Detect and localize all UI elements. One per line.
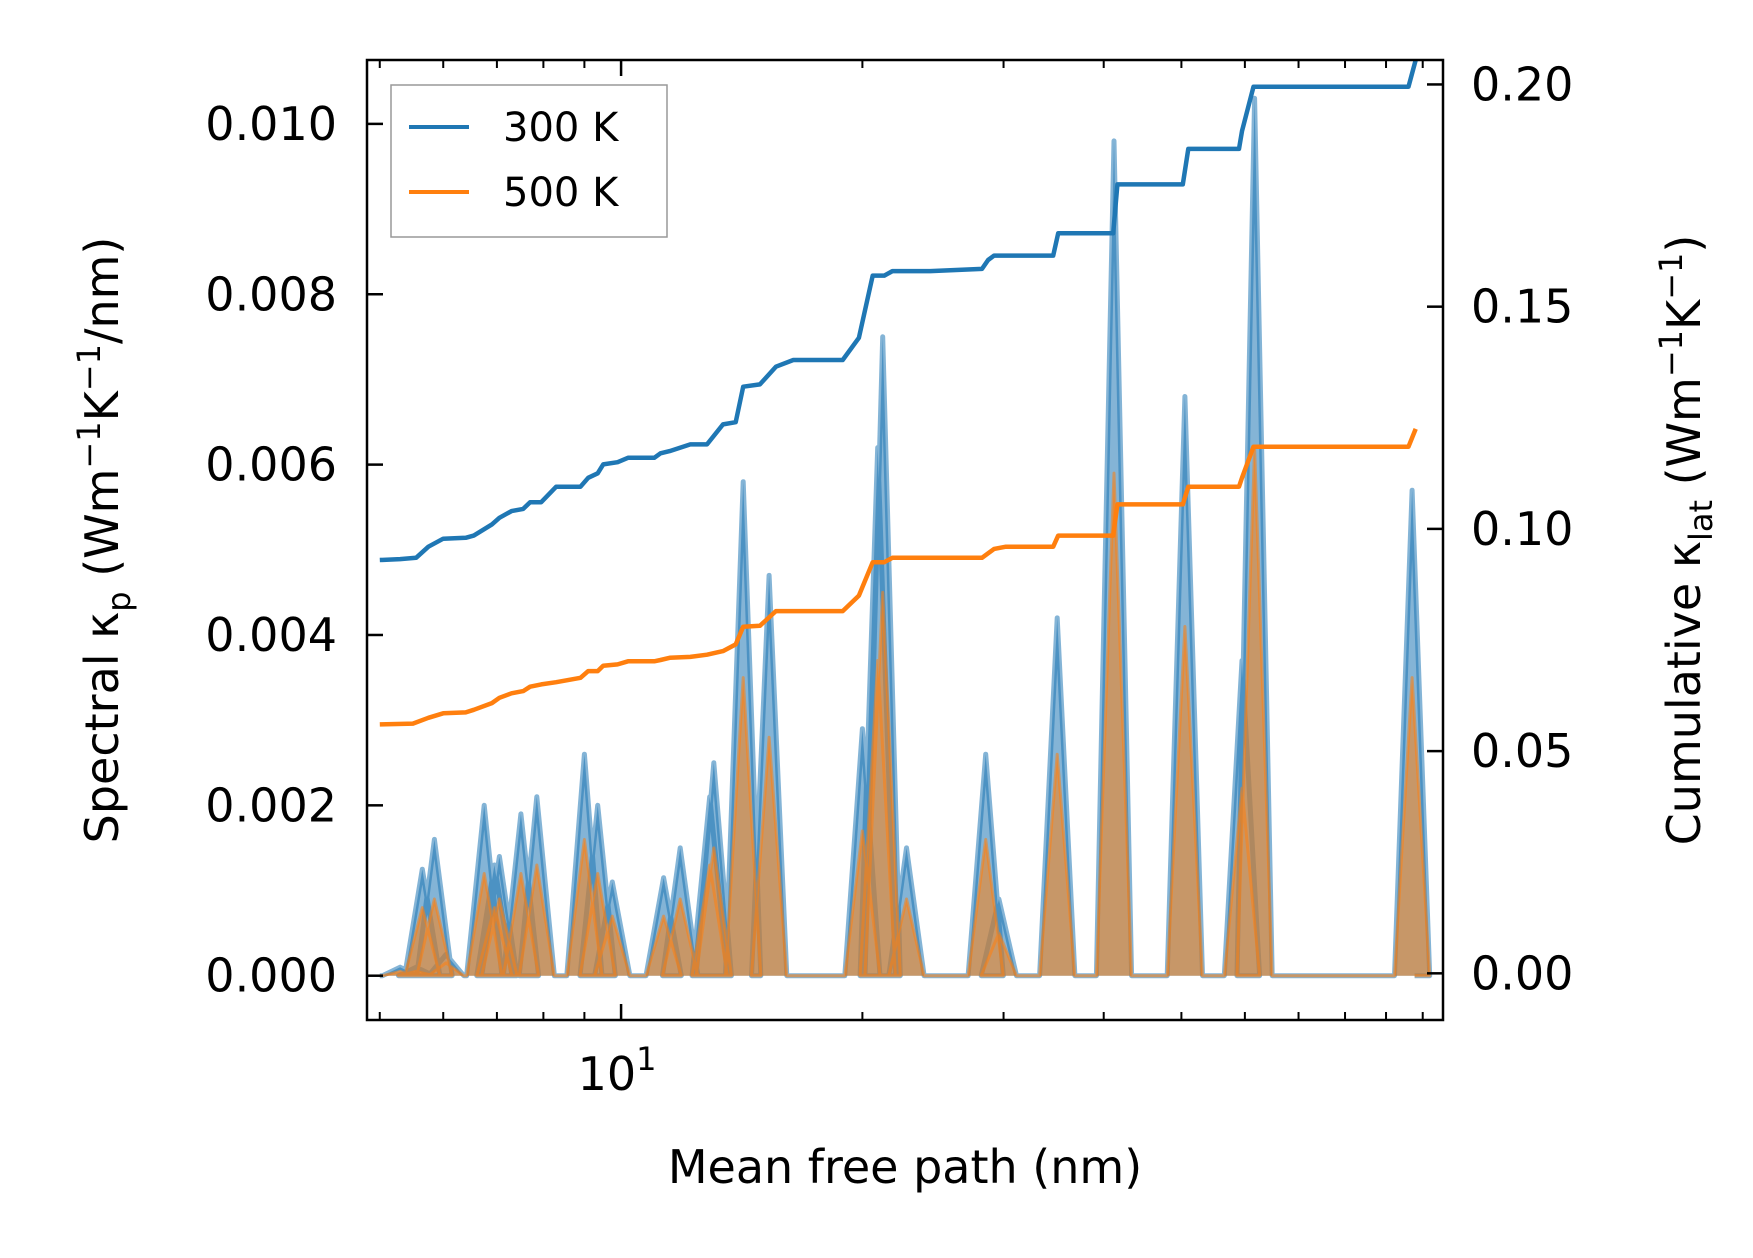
spectral-line-500k (379, 446, 1432, 978)
legend-frame (390, 84, 668, 238)
plot-frame (365, 58, 1445, 1022)
y-axis-label-right: Cumulative κlat (Wm−1K−1) (1652, 235, 1720, 846)
y-left-tick-label: 0.006 (205, 438, 337, 492)
y-right-tick-label: 0.15 (1471, 280, 1573, 334)
y-axis-label-left: Spectral κp (Wm−1K−1/nm) (70, 237, 138, 844)
y-left-tick-label: 0.004 (205, 608, 337, 662)
y-left-tick-label: 0.000 (205, 949, 337, 1003)
cumulative-line-500k (379, 428, 1418, 727)
legend: 300 K 500 K (390, 84, 668, 238)
spectral-area-500k (379, 447, 1430, 976)
legend-label-300k: 300 K (503, 105, 620, 151)
cumulative-series-layer (379, 60, 1418, 727)
axis-ticks: 0.000 0.002 0.004 0.006 0.008 0.010 0.00 0.05 0.… (205, 57, 1573, 1101)
y-right-tick-label: 0.05 (1471, 724, 1573, 778)
spectral-series-layer (379, 95, 1433, 979)
x-tick-label: 101 (578, 1040, 657, 1101)
x-axis-label: Mean free path (nm) (668, 1140, 1142, 1194)
y-left-tick-label: 0.002 (205, 778, 337, 832)
legend-label-500k: 500 K (503, 170, 620, 216)
y-left-tick-label: 0.010 (205, 97, 337, 151)
y-right-tick-label: 0.20 (1471, 57, 1573, 111)
y-right-tick-label: 0.10 (1471, 502, 1573, 556)
y-right-tick-label: 0.00 (1471, 946, 1573, 1000)
y-left-tick-label: 0.008 (205, 267, 337, 321)
cumulative-line-300k (379, 60, 1418, 563)
